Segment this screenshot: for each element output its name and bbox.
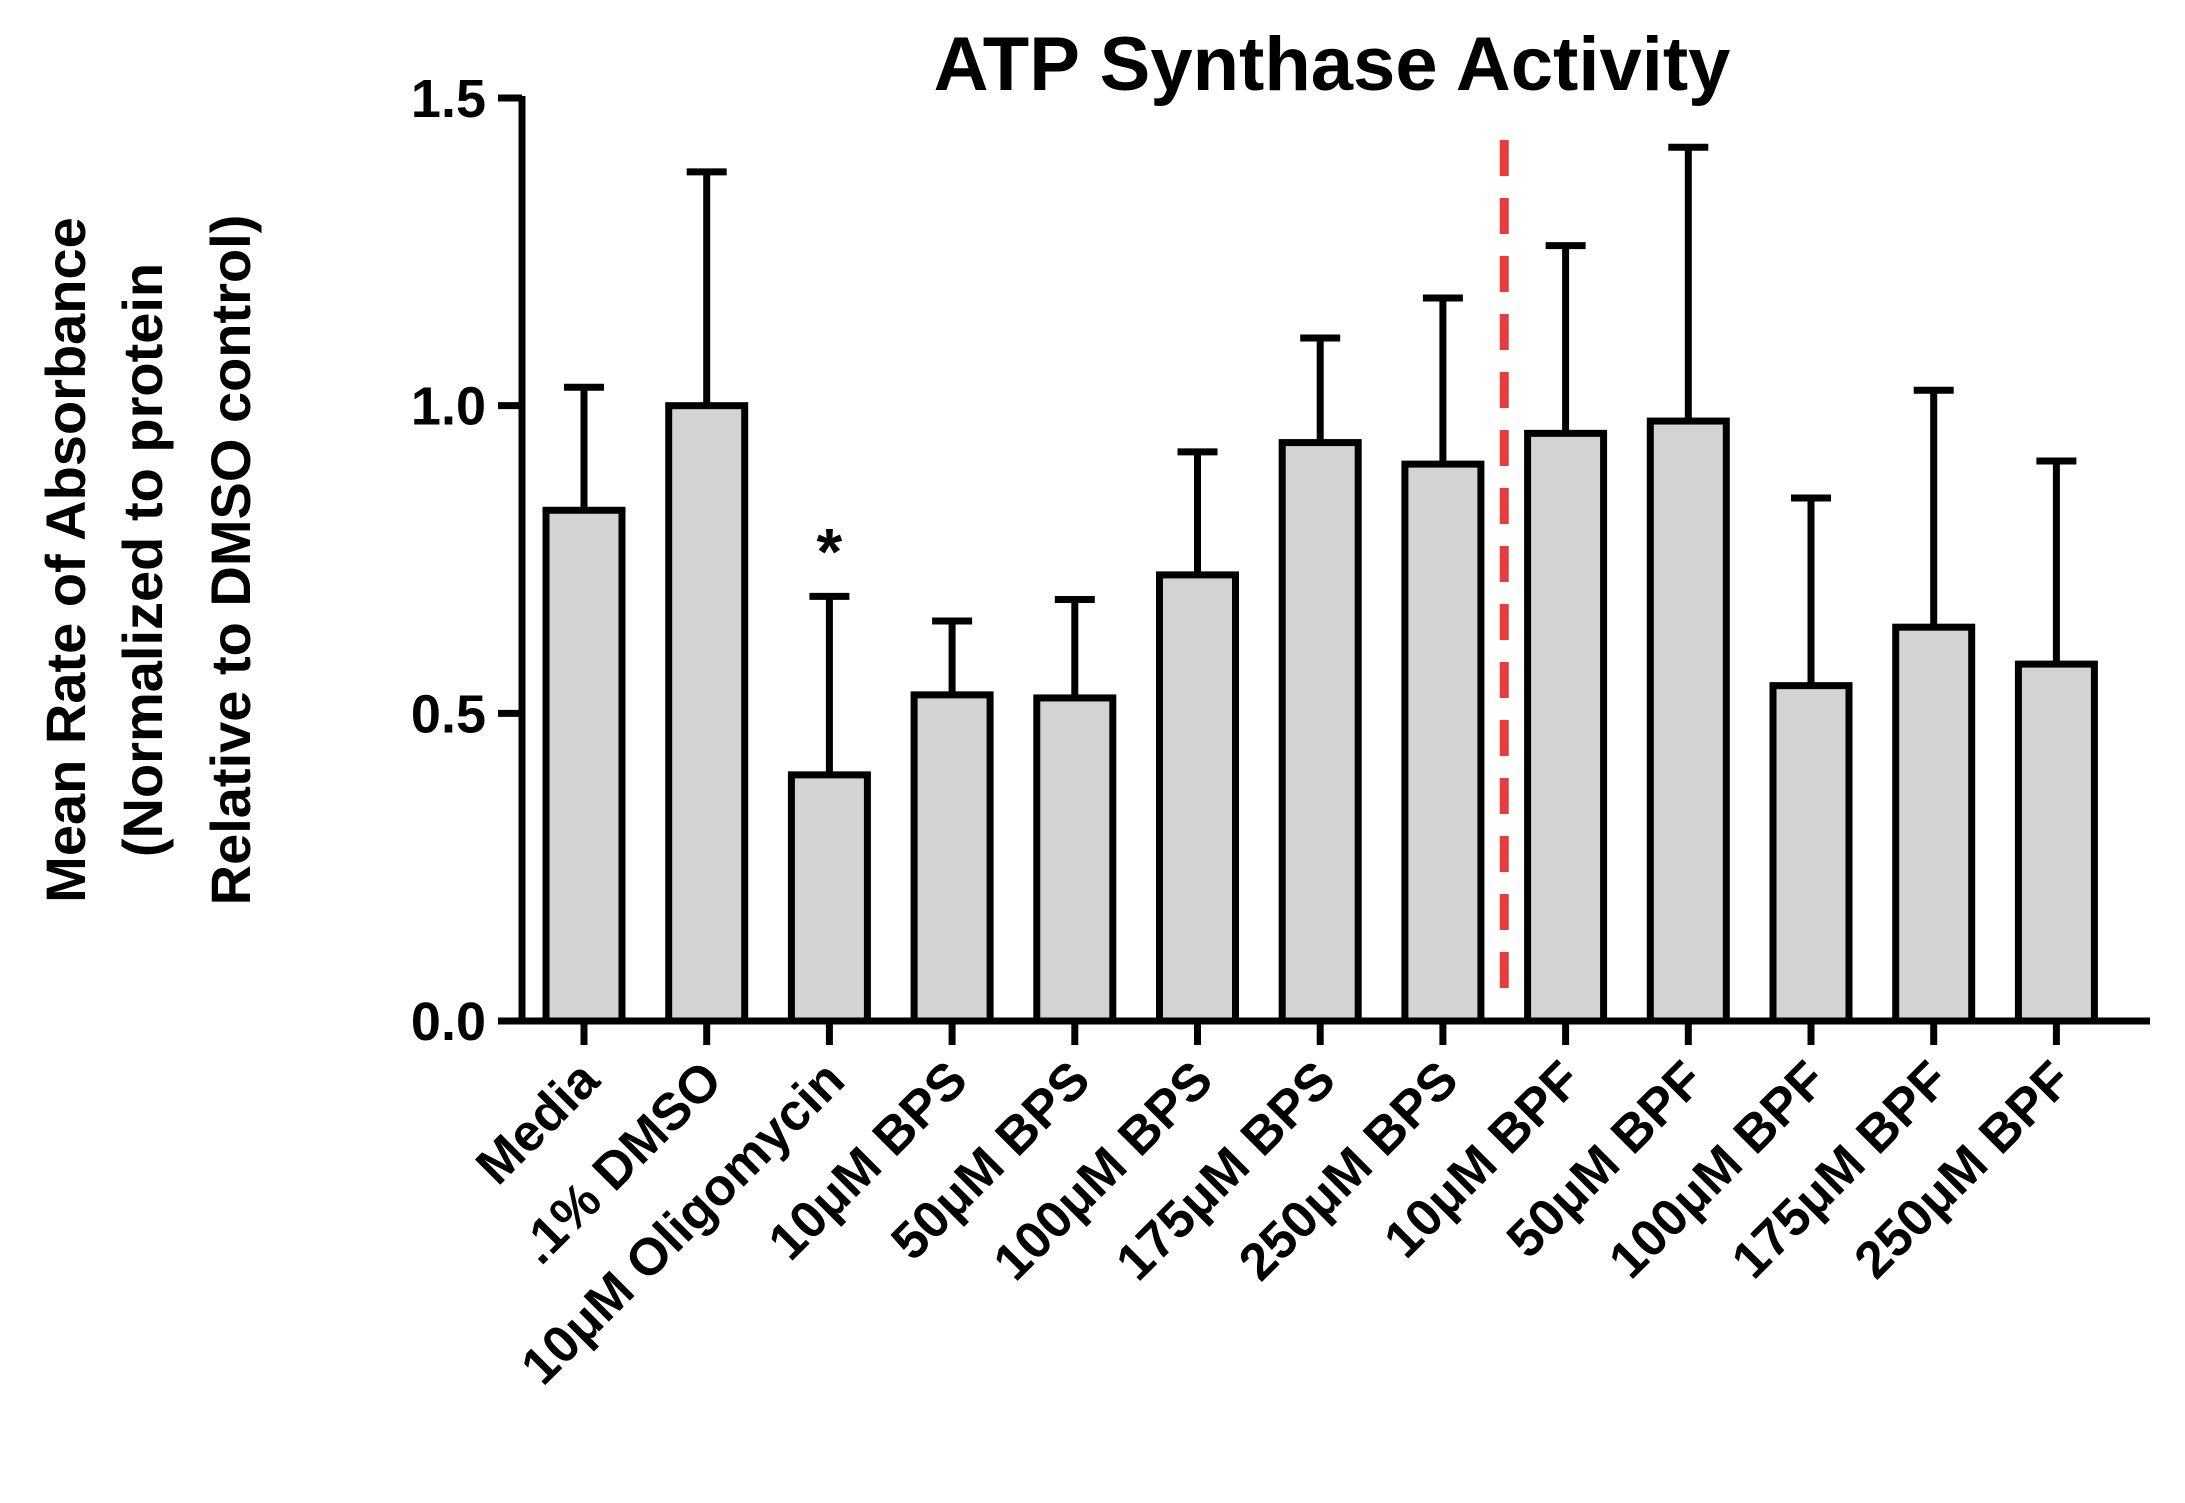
bar (787, 771, 871, 1025)
significance-marker: * (817, 514, 843, 588)
bar (1156, 571, 1239, 1025)
bar (1892, 623, 1976, 1025)
bar (542, 506, 626, 1025)
bar (1033, 694, 1117, 1025)
y-tick-label: 0.0 (411, 992, 486, 1052)
y-axis-label-line-1: Mean Rate of Absorbance (34, 217, 97, 903)
y-tick-label: 1.5 (411, 69, 486, 129)
bar (665, 402, 749, 1025)
bar (1646, 417, 1730, 1025)
y-tick-label: 0.5 (411, 684, 486, 744)
bar (1278, 439, 1362, 1025)
bar (2014, 660, 2098, 1025)
bar (910, 691, 994, 1025)
y-axis-label: Mean Rate of Absorbance (Normalized to p… (34, 215, 262, 906)
y-tick-label: 1.0 (411, 377, 486, 437)
bar (1401, 460, 1485, 1025)
bar (1769, 682, 1853, 1025)
bar (1524, 429, 1608, 1025)
chart-title: ATP Synthase Activity (934, 22, 1731, 107)
y-axis-label-line-2: (Normalized to protein (111, 263, 174, 857)
y-axis-label-line-3: Relative to DMSO control) (199, 215, 262, 906)
